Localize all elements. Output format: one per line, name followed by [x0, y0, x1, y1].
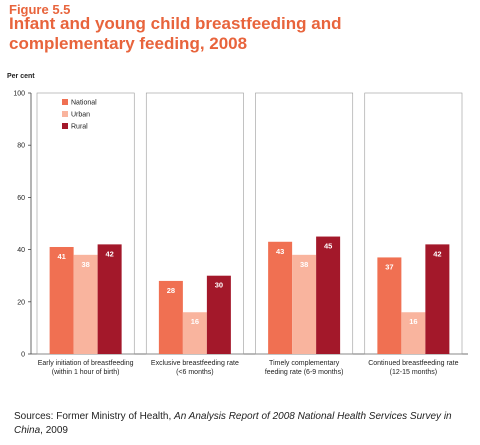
category-label-4-line-1: Continued breastfeeding rate [368, 360, 458, 367]
legend-label-national: National [71, 100, 97, 107]
bar-chart: 0 20 40 60 80 100 41 38 42 Early initiation of br… [13, 91, 468, 376]
bar-value-label-rural-1: 42 [105, 249, 113, 258]
bar-value-label-national-3: 43 [276, 247, 284, 256]
category-label-2-line-2: (<6 months) [176, 369, 214, 376]
bar-value-label-rural-4: 42 [433, 249, 441, 258]
y-tick-label-40: 40 [17, 247, 25, 254]
figure-title: Infant and young child breastfeeding and… [9, 14, 342, 53]
bar-value-label-national-2: 28 [167, 286, 175, 295]
bar-value-label-urban-2: 16 [191, 317, 199, 326]
bar-national-3 [268, 241, 293, 354]
bar-urban-2 [182, 312, 207, 354]
category-label-1-line-1: Early initiation of breastfeeding [38, 360, 134, 367]
category-label-4-line-2: (12-15 months) [390, 369, 437, 376]
source-suffix: , 2009 [40, 425, 68, 436]
legend-label-urban: Urban [71, 112, 90, 119]
bar-value-label-urban-4: 16 [409, 317, 417, 326]
source-publication: An Analysis Report of 2008 National Heal… [14, 411, 452, 436]
y-tick-label-0: 0 [21, 352, 25, 359]
y-tick-label-20: 20 [17, 299, 25, 306]
bar-national-1 [49, 246, 74, 354]
bar-value-label-urban-3: 38 [300, 260, 308, 269]
source-note: Sources: Former Ministry of Health, An A… [14, 410, 474, 438]
bar-rural-3 [316, 236, 341, 354]
y-tick-label-60: 60 [17, 195, 25, 202]
y-tick-label-80: 80 [17, 143, 25, 150]
bar-value-label-urban-1: 38 [81, 260, 89, 269]
bar-urban-3 [292, 254, 317, 354]
category-label-1-line-2: (within 1 hour of birth) [52, 369, 120, 376]
bar-value-label-national-1: 41 [57, 252, 65, 261]
y-axis-label: Per cent [7, 73, 35, 80]
source-prefix: Sources: Former Ministry of Health, [14, 411, 172, 422]
legend-swatch-rural [62, 123, 68, 129]
bar-rural-2 [206, 275, 231, 354]
bar-rural-4 [425, 244, 450, 354]
bar-value-label-rural-3: 45 [324, 242, 332, 251]
bar-national-4 [377, 257, 402, 354]
bar-value-label-national-4: 37 [385, 262, 393, 271]
bar-urban-4 [401, 312, 426, 354]
figure-label: Figure 5.5 [9, 2, 71, 17]
bar-rural-1 [97, 244, 122, 354]
legend-swatch-urban [62, 111, 68, 117]
category-label-3-line-1: Timely complementary [269, 360, 340, 367]
y-tick-label-100: 100 [13, 91, 25, 98]
legend-swatch-national [62, 99, 68, 105]
legend-label-rural: Rural [71, 124, 88, 131]
category-label-3-line-2: feeding rate (6-9 months) [265, 369, 344, 376]
bar-national-2 [158, 280, 183, 354]
category-label-2-line-1: Exclusive breastfeeding rate [151, 360, 239, 367]
bar-value-label-rural-2: 30 [215, 281, 223, 290]
bar-urban-1 [73, 254, 98, 354]
